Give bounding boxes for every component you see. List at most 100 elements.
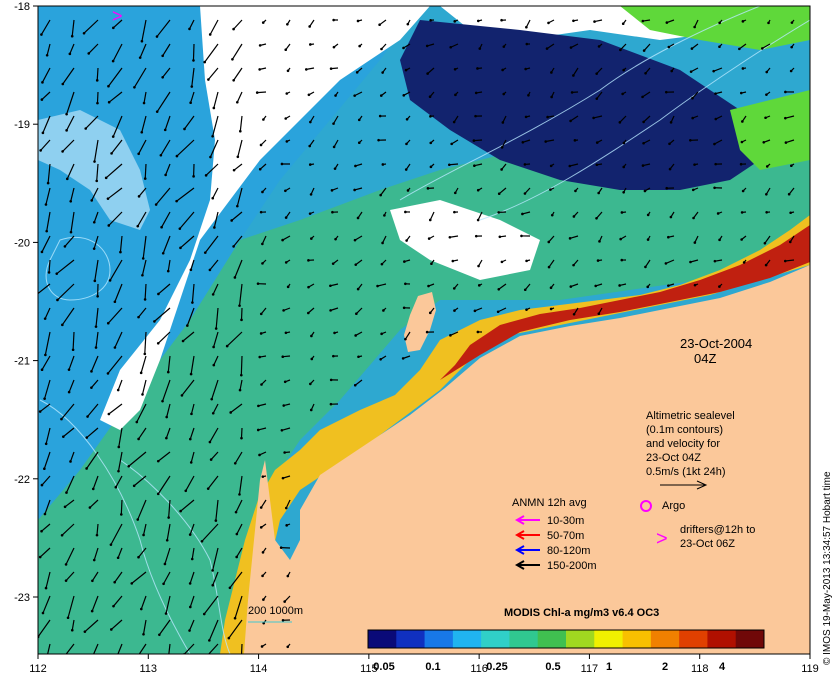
velocity-vector xyxy=(210,451,219,460)
velocity-vector-head xyxy=(356,287,360,291)
velocity-vector xyxy=(569,163,579,167)
velocity-vector-head xyxy=(500,18,503,22)
velocity-vector-head xyxy=(132,484,136,488)
velocity-vector-head xyxy=(283,600,286,603)
velocity-vector xyxy=(380,187,387,196)
velocity-vector xyxy=(114,571,123,583)
velocity-vector xyxy=(525,19,531,28)
velocity-vector xyxy=(204,235,219,253)
velocity-vector xyxy=(66,91,75,115)
velocity-vector-head xyxy=(760,47,764,50)
velocity-vector-head xyxy=(525,308,528,311)
velocity-vector xyxy=(234,451,243,464)
colorbar-swatch xyxy=(594,630,624,648)
velocity-vector xyxy=(761,43,771,49)
velocity-vector xyxy=(158,283,171,295)
velocity-vector-head xyxy=(139,371,143,375)
velocity-vector xyxy=(261,235,267,245)
velocity-vector-head xyxy=(189,605,192,609)
velocity-vector-head xyxy=(190,85,194,88)
velocity-vector-head xyxy=(256,282,260,285)
velocity-vector xyxy=(68,355,75,370)
velocity-vector xyxy=(41,235,51,253)
time-label: 04Z xyxy=(694,351,716,366)
velocity-vector-head xyxy=(262,598,265,601)
velocity-vector xyxy=(67,595,75,618)
velocity-vector-head xyxy=(429,141,433,145)
velocity-vector-head xyxy=(521,212,524,216)
velocity-vector xyxy=(61,403,75,420)
velocity-vector xyxy=(62,427,75,438)
velocity-vector xyxy=(69,43,75,55)
velocity-vector xyxy=(477,211,483,221)
velocity-vector-head xyxy=(90,199,94,202)
velocity-vector-head xyxy=(261,21,265,24)
velocity-vector-head xyxy=(179,246,182,250)
velocity-vector-head xyxy=(525,42,529,46)
velocity-vector-head xyxy=(84,127,88,130)
velocity-vector-head xyxy=(164,173,167,177)
velocity-vector xyxy=(619,43,627,51)
credit-label: © IMOS 19-May-2013 13:34:57 Hobart time xyxy=(822,471,833,665)
velocity-vector-head xyxy=(452,287,456,290)
velocity-vector xyxy=(131,571,147,584)
velocity-vector xyxy=(45,187,51,205)
velocity-vector-head xyxy=(45,53,49,57)
colorbar-swatch xyxy=(509,630,539,648)
lon-tick-label: 113 xyxy=(140,663,158,675)
velocity-vector-head xyxy=(106,321,110,325)
velocity-vector-head xyxy=(691,116,694,120)
velocity-vector xyxy=(117,451,123,472)
velocity-vector-head xyxy=(379,193,382,197)
velocity-vector xyxy=(226,331,243,347)
altimetry-line-5: 0.5m/s (1kt 24h) xyxy=(646,466,725,478)
colorbar-tick-label: 1 xyxy=(606,661,612,673)
velocity-vector-head xyxy=(260,645,264,648)
velocity-vector-head xyxy=(83,630,87,633)
lat-tick-label: -18 xyxy=(14,1,30,13)
velocity-vector-head xyxy=(784,116,787,120)
anmn-legend-label: 10-30m xyxy=(547,515,584,527)
velocity-vector xyxy=(546,43,555,50)
velocity-vector-head xyxy=(286,69,290,73)
velocity-vector-head xyxy=(256,428,260,432)
velocity-vector xyxy=(61,523,75,536)
velocity-vector-head xyxy=(203,251,207,254)
velocity-vector xyxy=(498,187,507,195)
velocity-vector-head xyxy=(669,215,673,219)
velocity-vector-head xyxy=(259,526,263,529)
velocity-vector-head xyxy=(402,306,406,310)
velocity-vector xyxy=(89,499,99,508)
velocity-vector-head xyxy=(332,122,335,125)
velocity-vector-head xyxy=(67,390,71,394)
drifters-line-1: drifters@12h to xyxy=(680,524,755,536)
velocity-vector xyxy=(215,499,219,521)
anmn-legend-arrowhead xyxy=(514,515,525,525)
velocity-vector xyxy=(136,403,147,423)
velocity-vector-head xyxy=(500,168,503,171)
colorbar-swatch xyxy=(566,630,595,648)
velocity-vector-head xyxy=(175,199,178,203)
velocity-vector xyxy=(95,307,99,327)
velocity-vector-head xyxy=(329,402,333,406)
velocity-vector-head xyxy=(175,154,179,158)
velocity-vector-head xyxy=(184,489,188,493)
velocity-vector-head xyxy=(308,144,311,148)
velocity-vector xyxy=(739,43,747,50)
velocity-vector-head xyxy=(474,91,478,95)
velocity-vector xyxy=(158,619,171,636)
velocity-vector xyxy=(162,67,171,78)
velocity-vector-head xyxy=(595,163,599,167)
velocity-vector-head xyxy=(240,318,243,322)
velocity-vector xyxy=(228,619,243,639)
velocity-vector-head xyxy=(595,141,599,144)
velocity-vector-head xyxy=(158,633,161,637)
velocity-vector-head xyxy=(740,211,744,214)
velocity-vector-head xyxy=(501,121,505,124)
velocity-vector xyxy=(213,91,219,109)
velocity-vector-head xyxy=(428,95,432,98)
velocity-vector xyxy=(66,115,75,131)
velocity-vector-head xyxy=(476,218,480,222)
velocity-vector-head xyxy=(547,240,551,244)
velocity-vector xyxy=(570,115,579,122)
